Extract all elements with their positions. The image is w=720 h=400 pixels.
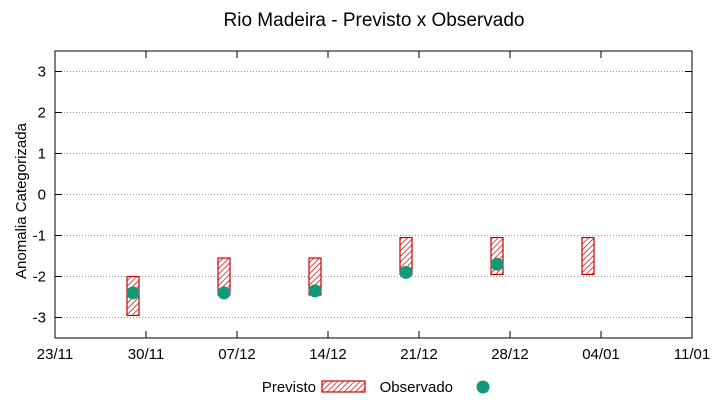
y-tick-label: 1 [38, 146, 46, 163]
plot-marks [126, 236, 595, 317]
observado-point [217, 286, 231, 300]
y-tick-label: 3 [38, 64, 46, 81]
axis-ticks: -3 -2 -1 0 1 2 3 23/11 30/11 07/12 14/12 21/12 28/12… [33, 51, 710, 363]
observado-point [490, 257, 504, 271]
legend-marker-observado [476, 380, 490, 394]
previsto-bar [581, 236, 595, 276]
x-tick-label: 14/12 [309, 346, 347, 363]
legend: Previsto Observado [262, 379, 490, 396]
x-tick-label: 23/11 [37, 346, 73, 363]
chart-title: Rio Madeira - Previsto x Observado [224, 10, 525, 31]
y-tick-label: -3 [33, 310, 46, 327]
y-tick-label: 0 [38, 187, 46, 204]
legend-label-observado: Observado [380, 379, 453, 396]
legend-label-previsto: Previsto [262, 379, 316, 396]
grid-lines [55, 71, 692, 318]
x-tick-label: 04/01 [582, 346, 620, 363]
observado-point [308, 284, 322, 298]
legend-swatch-previsto [321, 380, 366, 393]
x-tick-label: 28/12 [491, 346, 529, 363]
y-axis-label: Anomalia Categorizada [13, 122, 30, 279]
y-tick-label: 2 [38, 105, 46, 122]
x-tick-label: 07/12 [218, 346, 256, 363]
x-tick-label: 21/12 [400, 346, 438, 363]
observado-point [126, 286, 140, 300]
x-tick-label: 11/01 [674, 346, 710, 363]
x-tick-label: 30/11 [128, 346, 164, 363]
observado-point [399, 265, 413, 279]
y-tick-label: -2 [33, 269, 46, 286]
y-tick-label: -1 [33, 228, 46, 245]
